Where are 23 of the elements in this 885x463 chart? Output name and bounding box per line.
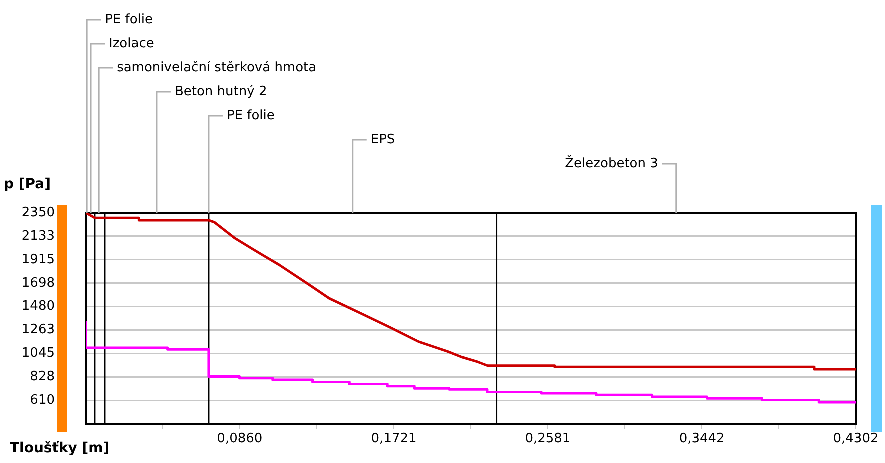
x-tick-label: 0,3442 — [679, 431, 725, 446]
y-axis-title: p [Pa] — [4, 176, 52, 193]
text: Beton hutný 2 — [174, 84, 268, 100]
y-tick-label: 1263 — [22, 322, 55, 338]
text: Železobeton 3 — [565, 154, 658, 172]
annotation: samonivelační stěrková hmota — [117, 60, 317, 76]
x-tick-label: 0,2581 — [525, 431, 571, 446]
annotation: PE folie — [226, 108, 275, 124]
x-axis-title: Tloušťky [m] — [10, 440, 110, 457]
y-tick-label: 610 — [30, 393, 55, 408]
x-tick-label: 0,1721 — [371, 431, 417, 446]
x-tick-label: 0,0860 — [217, 431, 263, 446]
y-tick-label: 1698 — [22, 276, 55, 291]
annotation: Izolace — [109, 36, 154, 52]
y-tick-label: 2133 — [22, 228, 55, 244]
annotation: PE folie — [105, 12, 154, 28]
text: EPS — [370, 132, 396, 148]
y-tick-label: 1480 — [22, 299, 55, 314]
y-tick-label: 1915 — [22, 252, 55, 268]
x-tick-label: 0,4302 — [833, 431, 879, 446]
y-tick-label: 1045 — [22, 346, 55, 362]
y-tick-label: 828 — [30, 370, 55, 385]
y-tick-label: 2350 — [22, 205, 55, 220]
